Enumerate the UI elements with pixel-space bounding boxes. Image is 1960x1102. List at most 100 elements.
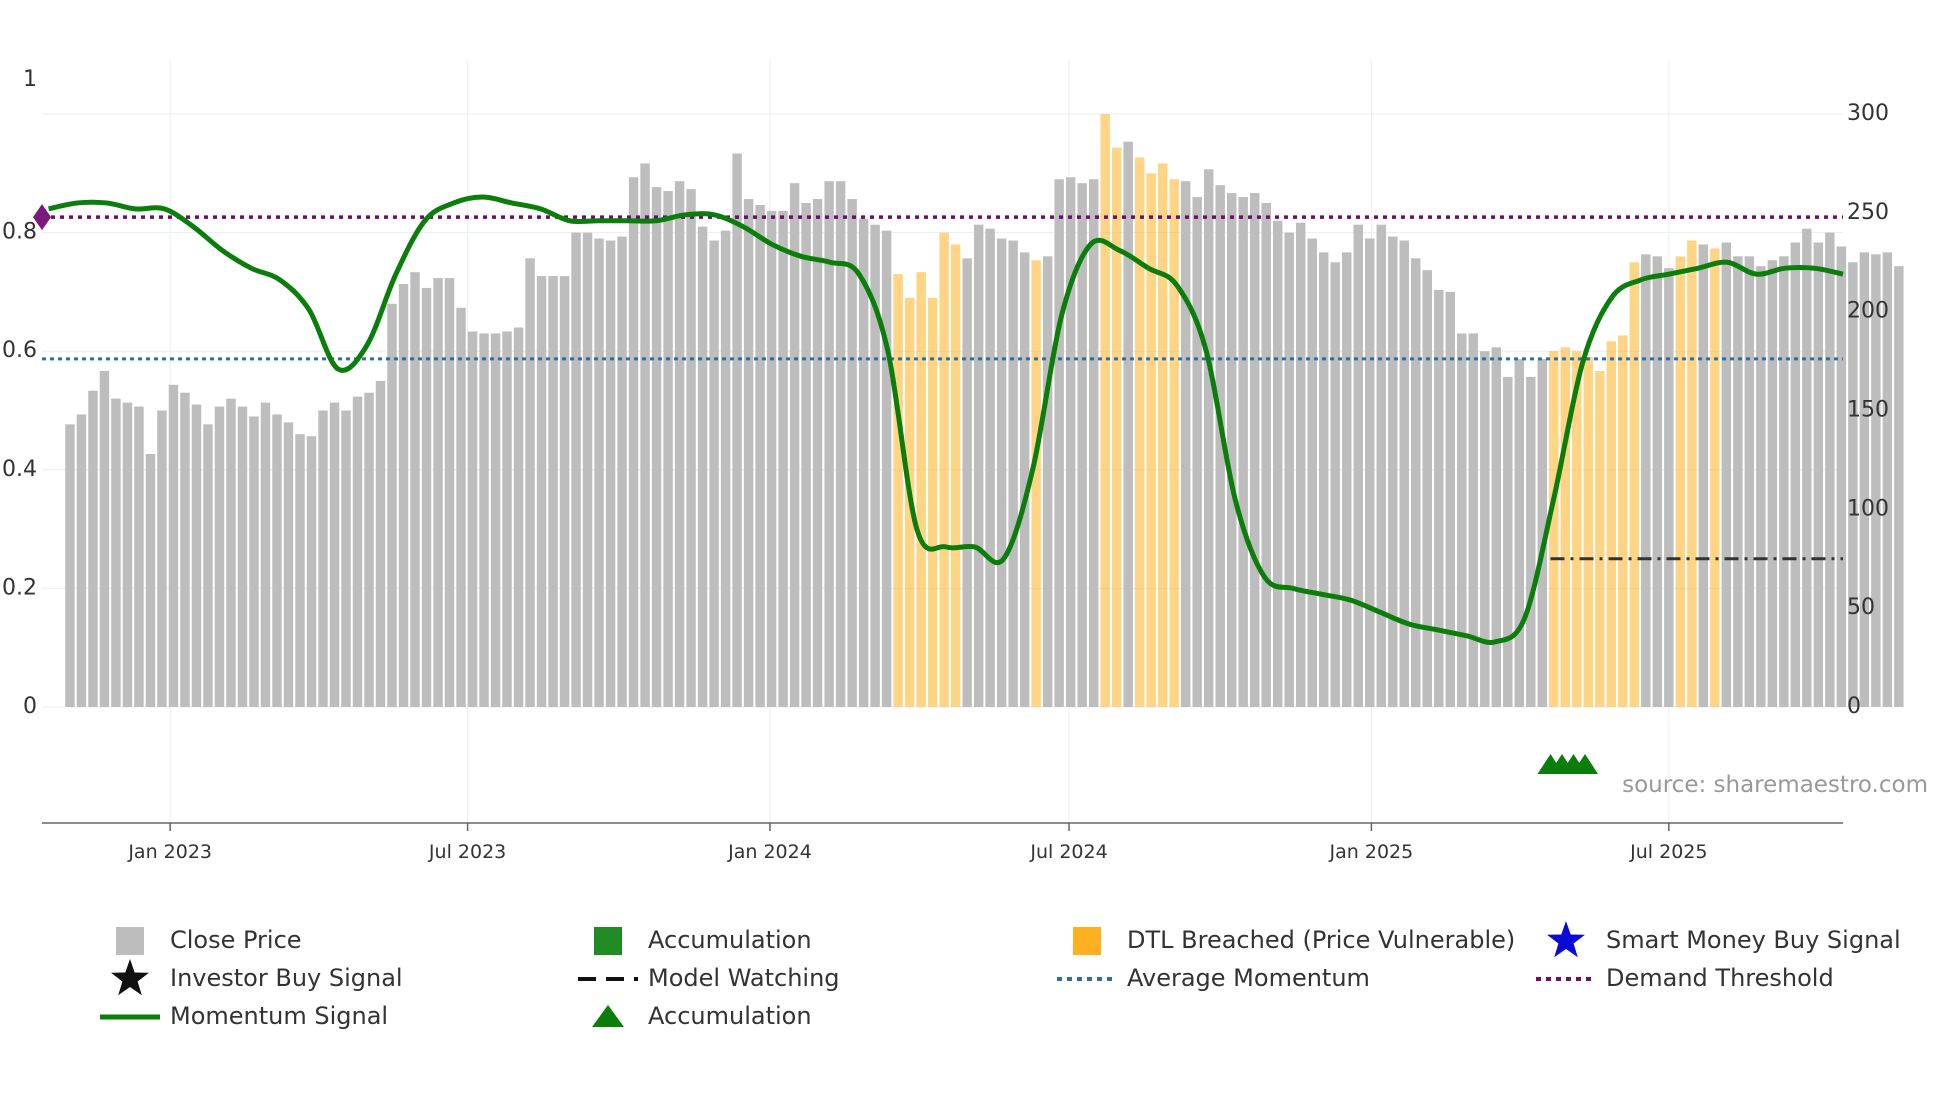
price-bar [996,238,1007,707]
right-tick-label: 50 [1847,595,1875,620]
legend-item: Accumulation [594,926,812,955]
price-bar [847,198,857,707]
price-bar [709,240,719,708]
price-bar [1008,240,1018,708]
price-bar [1848,262,1858,707]
start-marker [33,204,51,231]
price-bar [1733,256,1743,707]
price-bar [1698,244,1709,707]
price-bar [870,224,880,707]
price-bar [1157,163,1168,707]
legend-item: Momentum Signal [100,1002,388,1030]
price-bar [1537,359,1548,707]
legend-label: Accumulation [648,926,812,954]
price-bar [295,434,305,707]
price-bar [1180,181,1191,707]
price-bar [1342,252,1352,707]
price-bar [674,181,685,707]
price-bar [1629,262,1640,707]
markers-layer [33,204,1599,774]
price-bars [65,114,1904,708]
price-bar [594,238,604,707]
price-bar [122,402,133,707]
price-bar [1606,341,1617,707]
price-bar [502,331,512,707]
legend-item: Investor Buy Signal [111,959,403,996]
price-bar [1284,232,1294,707]
price-bar [1054,179,1064,708]
price-bar [617,236,627,707]
price-bar [65,424,75,707]
price-bar [1411,258,1421,707]
legend-item: Accumulation [592,1002,812,1030]
price-bar [1549,351,1559,707]
price-bar [249,416,259,707]
price-bar [1100,114,1110,707]
price-bar [1031,260,1041,707]
legend-label: Average Momentum [1127,964,1370,992]
price-bar [433,278,443,707]
right-tick-label: 300 [1847,101,1889,126]
legend-item: Model Watching [578,964,840,992]
left-tick-label: 0 [23,694,37,719]
x-tick-label: Jul 2023 [428,841,506,863]
price-bar [1353,224,1363,707]
legend-square-icon [594,927,622,955]
price-bar [157,410,167,707]
legend-label: Close Price [170,926,302,954]
price-bar [1491,347,1501,707]
price-bar [1250,193,1260,708]
legend: Close Price Accumulation DTL Breached (Pri… [100,921,1901,1030]
left-tick-label: 0.4 [2,457,37,482]
price-bar [548,276,558,707]
price-bar [1526,376,1536,707]
legend-label: Smart Money Buy Signal [1606,926,1901,954]
price-bar [513,327,524,707]
price-bar [410,272,420,707]
price-bar [686,189,696,707]
legend-item: Demand Threshold [1536,964,1834,992]
legend-square-icon [1073,927,1101,955]
price-bar [812,198,823,707]
legend-label: Demand Threshold [1606,964,1834,992]
price-bar [318,410,328,707]
price-bar [1744,256,1755,707]
price-bar [973,224,984,707]
price-bar [1077,183,1087,707]
momentum-layer [48,194,1844,645]
price-bar [467,331,478,707]
legend-label: DTL Breached (Price Vulnerable) [1127,926,1515,954]
price-bar [272,414,282,707]
left-tick-label: 1 [23,67,37,92]
price-bar [1514,359,1524,707]
x-tick-label: Jul 2024 [1029,841,1107,863]
price-bar [203,424,213,707]
price-bar [364,392,374,707]
price-bar [1583,357,1594,707]
price-bar [835,181,846,707]
price-bar [962,258,972,707]
price-bar [640,163,650,707]
price-bar [1042,256,1053,707]
price-bar [1641,254,1651,708]
price-bar [1203,169,1214,707]
price-bar [1468,333,1478,707]
price-bar [1388,236,1398,707]
price-bar [1088,179,1099,708]
price-bar [1595,370,1605,707]
price-bar [490,333,501,707]
x-tick-label: Jan 2023 [127,841,212,863]
price-bar [341,410,351,707]
legend-item: Smart Money Buy Signal [1547,921,1901,958]
price-bar [1825,232,1835,707]
price-bar [214,406,225,707]
price-bar [893,274,903,707]
price-bar [536,276,547,707]
price-bar [1307,238,1317,707]
price-bar [1756,266,1766,707]
price-bar [398,283,409,707]
price-bar [697,226,708,708]
price-bar [1836,246,1847,708]
x-tick-label: Jan 2024 [727,841,812,863]
price-bar [1422,270,1432,707]
